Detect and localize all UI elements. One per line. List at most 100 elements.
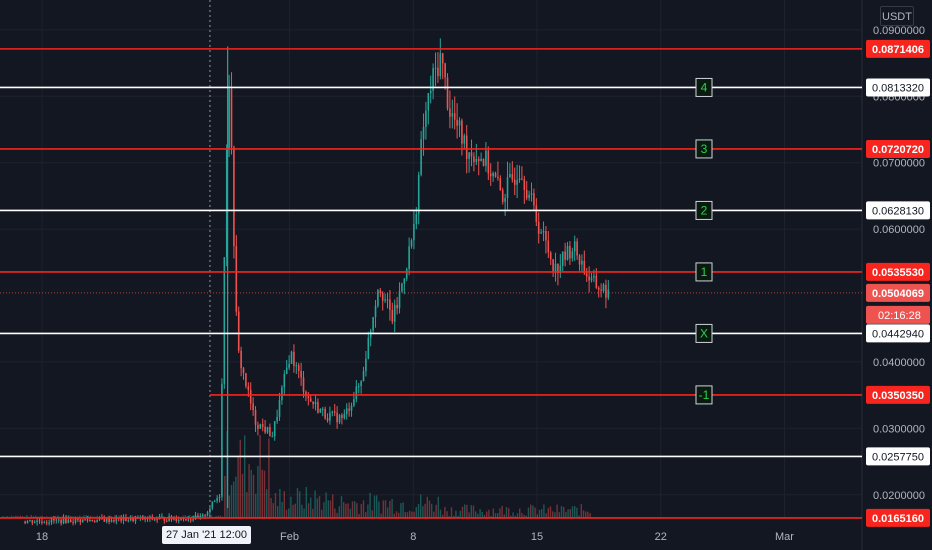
volume-bar: [160, 515, 162, 518]
volume-bar: [290, 496, 292, 518]
candle-body: [242, 368, 245, 374]
volume-bar: [367, 504, 369, 518]
volume-bar: [499, 508, 501, 518]
candle-body: [321, 408, 324, 410]
volume-bar: [2, 516, 4, 518]
candle-body: [487, 150, 490, 174]
volume-bar: [373, 495, 376, 518]
candle-body: [254, 410, 257, 425]
volume-bar: [409, 510, 411, 518]
candle-body: [41, 521, 43, 523]
volume-bar: [371, 510, 373, 518]
candle-body: [314, 402, 317, 405]
candle-body: [444, 63, 446, 78]
volume-bar: [578, 515, 580, 518]
candle-body: [240, 350, 242, 369]
volume-bar: [41, 515, 43, 518]
volume-bar: [318, 496, 321, 518]
volume-bar: [277, 506, 279, 518]
level-price-label: 0.0350350: [872, 390, 924, 402]
volume-bar: [552, 511, 554, 518]
volume-bar: [404, 512, 406, 518]
level-marker-label: X: [700, 326, 708, 340]
candle-body: [367, 337, 370, 359]
candle-body: [485, 150, 487, 166]
volume-bar: [422, 506, 424, 518]
volume-bar: [6, 516, 8, 518]
volume-bar: [314, 490, 316, 518]
candle-body: [434, 67, 437, 69]
volume-bar: [393, 513, 395, 518]
volume-bar: [354, 501, 356, 518]
level-marker-label: -1: [699, 388, 710, 402]
candle-body: [374, 305, 377, 318]
candle-body: [396, 304, 398, 309]
candle-body: [60, 519, 62, 524]
volume-bar: [233, 481, 235, 518]
volume-bar: [17, 516, 19, 518]
candle-body: [564, 251, 566, 260]
candle-body: [67, 519, 70, 523]
volume-bar: [446, 511, 448, 518]
level-marker-label: 1: [701, 265, 708, 279]
candle-body: [307, 396, 310, 399]
volume-bar: [554, 512, 556, 518]
candle-body: [38, 520, 41, 522]
candle-body: [415, 214, 418, 224]
y-tick-label: 0.0400000: [873, 357, 925, 369]
volume-bar: [52, 516, 54, 518]
level-price-tag: [866, 201, 930, 220]
level-price-label: 0.0257750: [872, 451, 924, 463]
candle-body: [559, 265, 562, 274]
candle-body: [516, 180, 518, 185]
volume-bar: [477, 513, 479, 518]
candle-body: [420, 139, 422, 175]
volume-bar: [356, 503, 358, 518]
volume-bar: [395, 511, 398, 518]
candle-body: [331, 411, 334, 413]
candle-body: [588, 276, 590, 281]
volume-bar: [30, 515, 32, 518]
volume-bar: [358, 513, 360, 518]
volume-bar: [514, 515, 516, 518]
candle-body: [393, 304, 396, 322]
volume-bar: [543, 504, 545, 518]
candle-body: [233, 147, 235, 247]
volume-bar: [224, 475, 226, 518]
volume-bar: [376, 495, 378, 518]
volume-bar: [79, 515, 81, 518]
candle-body: [501, 190, 504, 202]
x-tick-label: Feb: [280, 531, 299, 543]
level-price-label: 0.0871406: [872, 44, 924, 56]
level-marker-box: [695, 385, 713, 405]
volume-bar: [545, 513, 547, 518]
candle-body: [360, 381, 362, 387]
volume-bar: [65, 515, 68, 518]
candle-body: [530, 193, 533, 195]
candle-body: [50, 518, 53, 523]
volume-bar: [107, 516, 109, 518]
candle-body: [578, 255, 581, 265]
candle-body: [230, 88, 233, 148]
volume-bar: [486, 511, 488, 518]
candle-body: [348, 408, 350, 411]
candle-body: [518, 178, 521, 181]
volume-bar: [270, 498, 272, 518]
volume-bar: [323, 502, 325, 518]
candle-body: [480, 158, 482, 162]
candle-body: [391, 309, 394, 322]
volume-bar: [362, 500, 365, 518]
candle-body: [247, 386, 250, 391]
volume-bar: [307, 503, 310, 518]
level-marker-box: [695, 139, 713, 159]
candle-body: [446, 77, 449, 109]
volume-bar: [15, 515, 17, 518]
volume-bar: [85, 515, 87, 518]
volume-bar: [369, 492, 371, 518]
level-marker-box: [695, 77, 713, 97]
volume-bar: [527, 507, 530, 518]
currency-button[interactable]: USDT: [880, 6, 914, 26]
volume-bar: [87, 515, 90, 518]
candle-body: [350, 405, 353, 411]
